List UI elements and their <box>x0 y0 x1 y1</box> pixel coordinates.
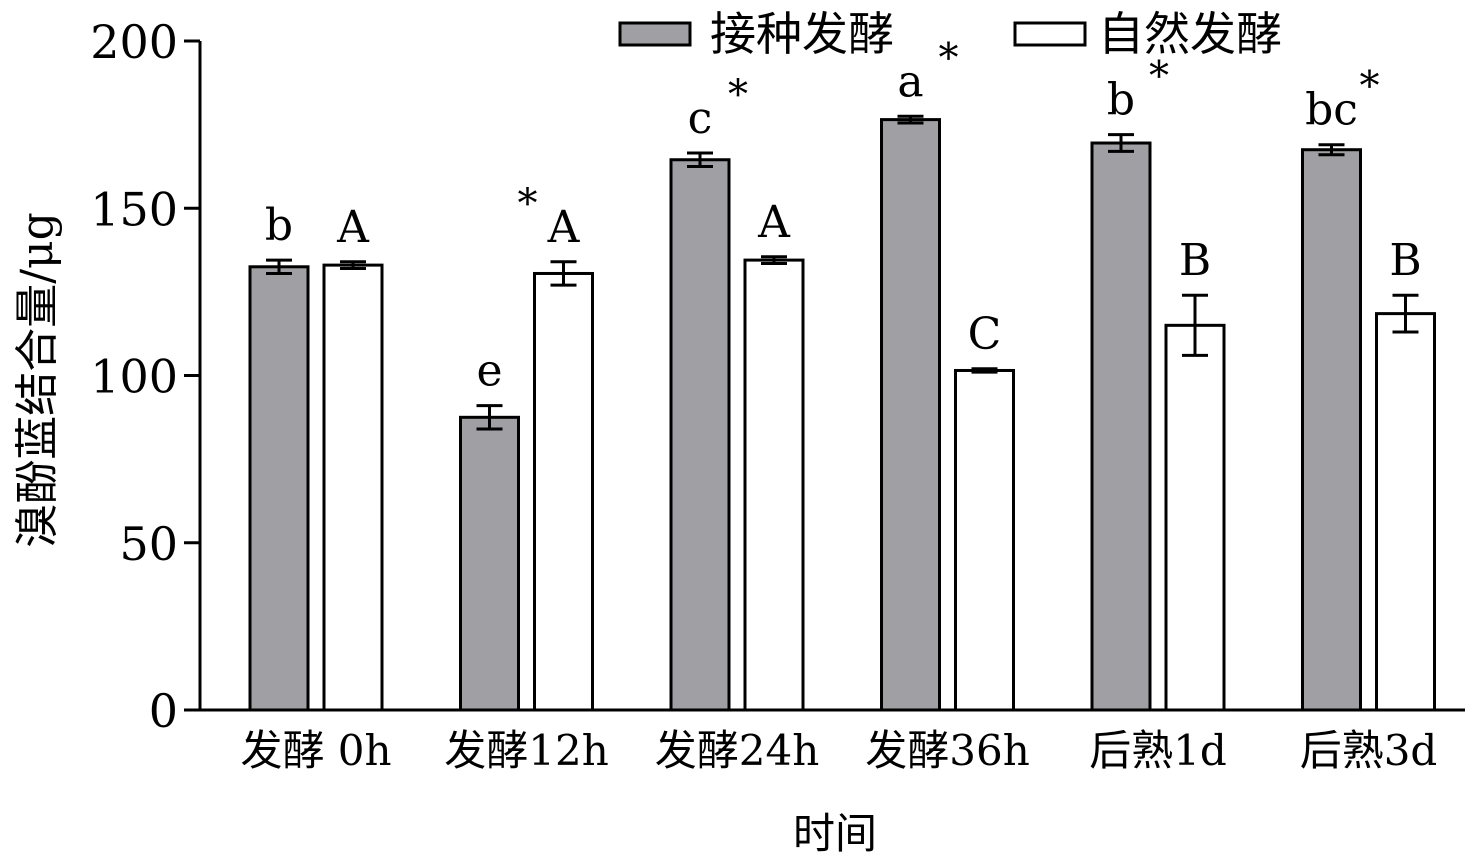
x-tick-label: 后熟3d <box>1300 726 1438 775</box>
bar-natural <box>322 263 384 712</box>
significance-letter: C <box>968 309 1002 360</box>
significance-letter: a <box>897 56 923 107</box>
bar-natural <box>743 258 805 712</box>
legend: 接种发酵 自然发酵 <box>618 7 1282 61</box>
significance-letter: B <box>1389 235 1421 286</box>
bar-natural <box>1164 323 1226 712</box>
bar-natural <box>1375 312 1436 712</box>
significance-letter: b <box>1107 75 1135 126</box>
bar-inoculated <box>880 118 941 712</box>
significance-letter: e <box>476 346 502 397</box>
bar-annotations: b AeA*cA* aC*bB*bcB* <box>265 35 1422 396</box>
legend-swatch-natural <box>1013 21 1087 47</box>
x-tick-label: 发酵36h <box>865 726 1030 775</box>
significance-letter: A <box>336 202 370 253</box>
y-axis: 0 50 100 150 200 <box>90 15 202 738</box>
x-axis: 发酵 0h 发酵12h 发酵24h 发酵36h 后熟1d 后熟3d <box>198 708 1465 775</box>
significance-letter: B <box>1179 235 1211 286</box>
significance-asterisk: * <box>1149 54 1169 100</box>
x-axis-title: 时间 <box>793 809 877 858</box>
legend-label: 自然发酵 <box>1098 7 1282 61</box>
x-tick-label: 后熟1d <box>1089 726 1227 775</box>
bars-layer <box>248 114 1436 712</box>
significance-letter: bc <box>1305 85 1358 136</box>
y-tick-label: 150 <box>90 182 178 236</box>
y-tick-label: 0 <box>149 684 178 738</box>
bar-inoculated <box>1301 148 1362 712</box>
bar-inoculated <box>669 158 731 712</box>
significance-asterisk: * <box>728 72 748 118</box>
x-tick-label: 发酵12h <box>444 726 609 775</box>
x-tick-label: 发酵 0h <box>240 726 391 775</box>
significance-letter: b <box>265 200 293 251</box>
significance-asterisk: * <box>518 181 538 227</box>
legend-label: 接种发酵 <box>710 7 894 61</box>
y-axis-title: 溴酚蓝结合量/μg <box>12 212 63 548</box>
y-tick-label: 100 <box>90 350 178 404</box>
significance-asterisk: * <box>939 35 959 81</box>
significance-asterisk: * <box>1360 64 1380 110</box>
bar-natural <box>533 271 594 712</box>
bar-inoculated <box>459 415 520 712</box>
bar-inoculated <box>248 265 310 712</box>
legend-swatch-inoculated <box>618 21 692 47</box>
y-tick-label: 50 <box>119 517 178 571</box>
y-tick-label: 200 <box>90 15 178 69</box>
significance-letter: A <box>547 202 581 253</box>
bar-inoculated <box>1090 141 1152 712</box>
significance-letter: A <box>757 197 791 248</box>
significance-letter: c <box>688 93 713 144</box>
x-tick-label: 发酵24h <box>655 726 820 775</box>
bar-natural <box>954 368 1015 712</box>
